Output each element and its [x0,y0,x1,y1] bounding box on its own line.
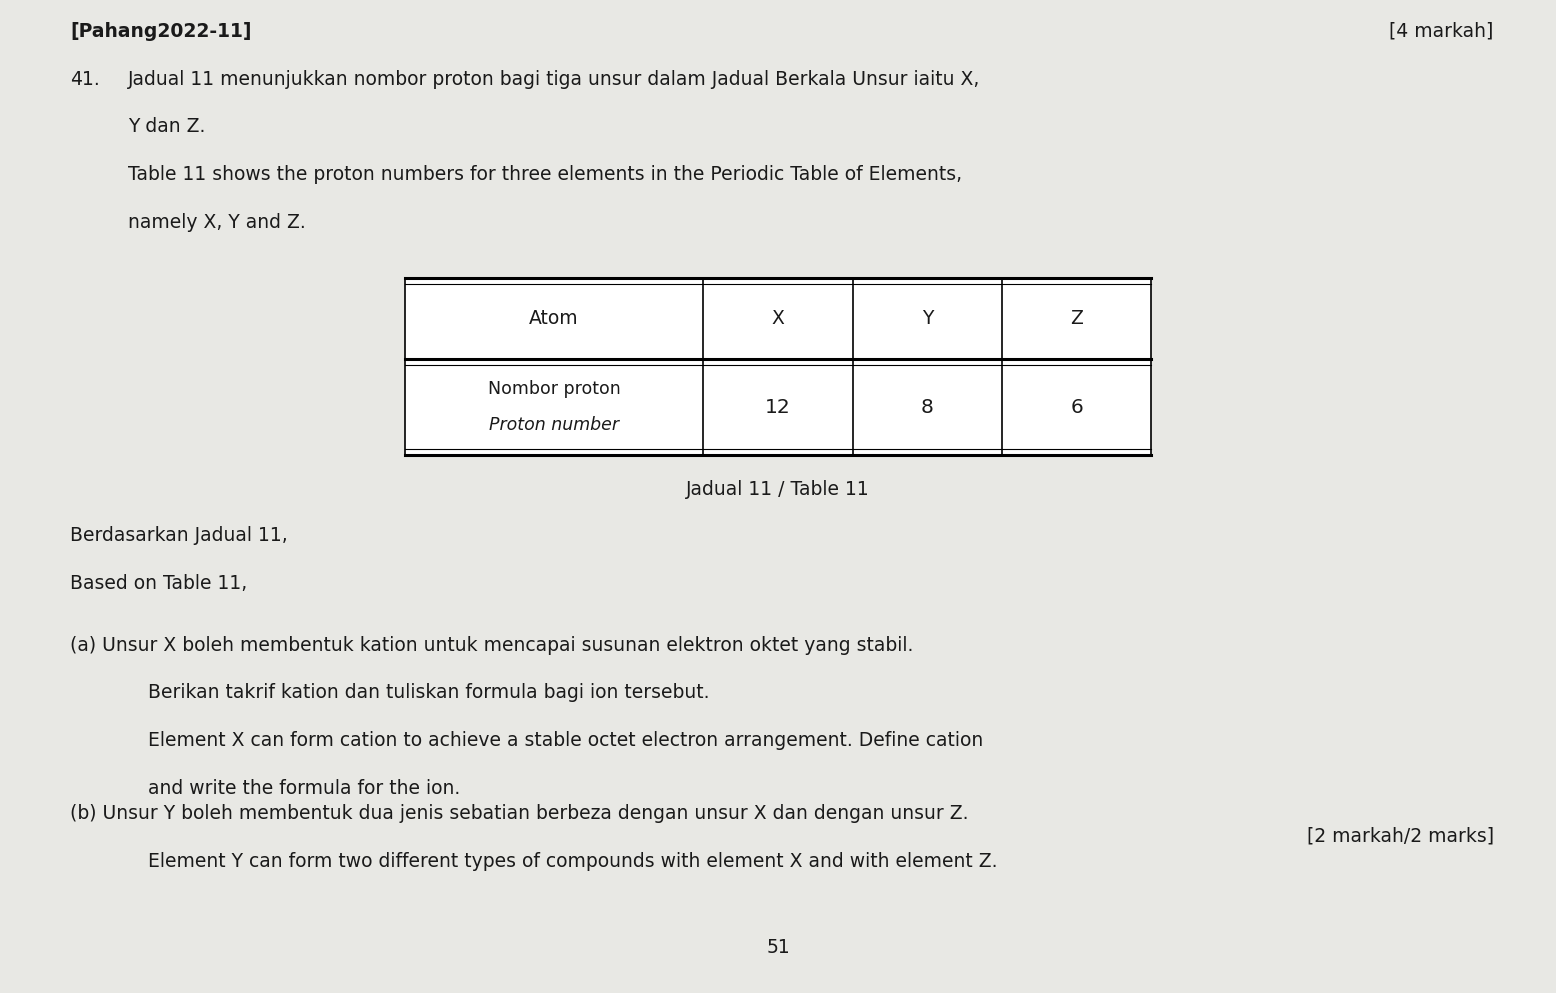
Bar [405,278,1151,455]
Text: 51: 51 [766,938,790,957]
Text: 12: 12 [766,397,790,417]
Text: Y dan Z.: Y dan Z. [128,117,205,136]
Text: and write the formula for the ion.: and write the formula for the ion. [148,779,461,797]
Text: X: X [772,309,784,329]
Text: Nombor proton: Nombor proton [487,380,621,398]
Text: 6: 6 [1071,397,1083,417]
Text: Based on Table 11,: Based on Table 11, [70,574,247,593]
Text: Proton number: Proton number [489,416,619,434]
Text: (b) Unsur Y boleh membentuk dua jenis sebatian berbeza dengan unsur X dan dengan: (b) Unsur Y boleh membentuk dua jenis se… [70,804,968,823]
Text: Element Y can form two different types of compounds with element X and with elem: Element Y can form two different types o… [148,852,997,871]
Text: [4 markah]: [4 markah] [1390,22,1494,41]
Text: Y: Y [921,309,934,329]
Text: 41.: 41. [70,70,100,88]
Text: Z: Z [1071,309,1083,329]
Text: Jadual 11 menunjukkan nombor proton bagi tiga unsur dalam Jadual Berkala Unsur i: Jadual 11 menunjukkan nombor proton bagi… [128,70,980,88]
Text: [Pahang2022-11]: [Pahang2022-11] [70,22,252,41]
Text: Berikan takrif kation dan tuliskan formula bagi ion tersebut.: Berikan takrif kation dan tuliskan formu… [148,683,710,702]
Text: (a) Unsur X boleh membentuk kation untuk mencapai susunan elektron oktet yang st: (a) Unsur X boleh membentuk kation untuk… [70,636,913,654]
Text: Element X can form cation to achieve a stable octet electron arrangement. Define: Element X can form cation to achieve a s… [148,731,983,750]
Text: [2 markah/2 marks]: [2 markah/2 marks] [1307,826,1494,845]
Text: Atom: Atom [529,309,579,329]
Text: Berdasarkan Jadual 11,: Berdasarkan Jadual 11, [70,526,288,545]
Text: 8: 8 [921,397,934,417]
Text: namely X, Y and Z.: namely X, Y and Z. [128,213,305,231]
Text: Jadual 11 / Table 11: Jadual 11 / Table 11 [686,480,870,498]
Text: Table 11 shows the proton numbers for three elements in the Periodic Table of El: Table 11 shows the proton numbers for th… [128,165,962,184]
